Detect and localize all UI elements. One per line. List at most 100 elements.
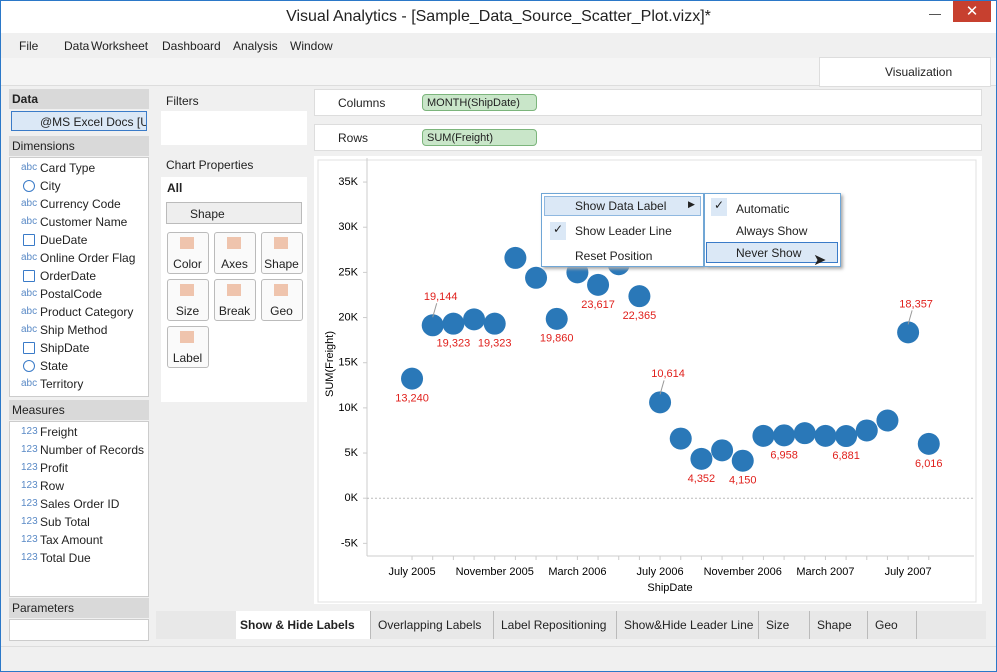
sheet-tab[interactable] [497, 611, 617, 639]
property-label[interactable]: Size [175, 304, 200, 318]
property-label[interactable]: Axes [221, 257, 248, 271]
menu-item[interactable]: Window [290, 39, 333, 53]
tab-label[interactable]: Show&Hide Leader Line [624, 618, 754, 632]
tab-label[interactable]: Overlapping Labels [378, 618, 482, 632]
close-button[interactable]: ✕ [953, 1, 991, 22]
tab-label[interactable]: Geo [875, 618, 898, 632]
shelf-pill[interactable]: SUM(Freight) [422, 129, 537, 146]
property-icon [180, 284, 194, 296]
section-header: Dimensions [9, 136, 149, 156]
shelf-pill[interactable]: MONTH(ShipDate) [422, 94, 537, 111]
list-box [9, 421, 149, 597]
field-name[interactable]: State [40, 359, 69, 373]
tab-label[interactable]: Size [766, 618, 790, 632]
field-icon [23, 234, 35, 246]
context-item[interactable]: Show Leader Line [575, 224, 672, 238]
field-icon [23, 360, 35, 372]
data-label: 6,881 [832, 450, 860, 462]
property-button[interactable] [214, 232, 256, 274]
data-point [814, 424, 837, 447]
context-item[interactable]: Never Show [736, 246, 802, 260]
filters-header: Filters [166, 94, 199, 108]
data-source[interactable]: @MS Excel Docs [U... [11, 111, 147, 131]
field-name[interactable]: Sub Total [40, 515, 90, 529]
shelf-name: Rows [338, 131, 369, 145]
data-label: 6,016 [915, 458, 943, 470]
context-item[interactable]: Always Show [736, 224, 808, 238]
panel-header: Data [9, 89, 149, 109]
context-item[interactable]: Show Data Label [575, 199, 667, 213]
property-icon [227, 237, 241, 249]
scope-label: All [167, 181, 183, 195]
field-name[interactable]: Number of Records [40, 443, 145, 457]
field-name[interactable]: Profit [40, 461, 69, 475]
data-label: 19,323 [437, 338, 471, 350]
field-icon: abc [21, 162, 38, 173]
property-label[interactable]: Break [218, 304, 251, 318]
data-label: 13,240 [395, 393, 429, 405]
menu-item[interactable]: Analysis [233, 39, 278, 53]
property-label[interactable]: Geo [270, 304, 293, 318]
shelf-name: Columns [338, 96, 386, 110]
tab-label[interactable]: Label Repositioning [501, 618, 607, 632]
context-item[interactable]: Reset Position [575, 249, 653, 263]
ribbon-tab-label[interactable]: Visualization [885, 65, 953, 79]
minimize-button[interactable] [929, 6, 941, 15]
data-label: 18,357 [899, 298, 933, 310]
field-name[interactable]: Territory [40, 377, 84, 391]
y-tick-label: 0K [345, 492, 359, 504]
field-name[interactable]: Customer Name [40, 215, 128, 229]
field-name[interactable]: Online Order Flag [40, 251, 136, 265]
data-panel: Data @MS Excel Docs [U... Dimensions abc Car… [9, 89, 149, 644]
context-item[interactable]: Automatic [736, 202, 790, 216]
field-name[interactable]: Card Type [40, 161, 96, 175]
field-name[interactable]: OrderDate [40, 269, 97, 283]
x-tick-label: July 2007 [885, 566, 932, 578]
props-header: Chart Properties [166, 158, 254, 172]
field-name[interactable]: PostalCode [40, 287, 103, 301]
field-name[interactable]: Currency Code [40, 197, 121, 211]
field-icon: abc [21, 198, 38, 209]
field-icon: abc [21, 288, 38, 299]
property-label[interactable]: Shape [264, 257, 299, 271]
title-bar [1, 1, 996, 33]
field-icon: abc [21, 306, 38, 317]
field-name[interactable]: Total Due [40, 551, 91, 565]
field-icon: 123 [21, 444, 38, 455]
property-label[interactable]: Color [173, 257, 202, 271]
sheet-tab[interactable] [813, 611, 868, 639]
field-name[interactable]: City [40, 179, 61, 193]
field-icon: abc [21, 252, 38, 263]
menu-item[interactable]: Data [64, 39, 90, 53]
mark-type-dropdown[interactable]: Shape [166, 202, 302, 224]
field-icon: 123 [21, 462, 38, 473]
tab-label[interactable]: Show & Hide Labels [240, 618, 355, 632]
field-name[interactable]: Product Category [40, 305, 134, 319]
shelf [314, 124, 982, 151]
field-name[interactable]: DueDate [40, 233, 88, 247]
data-point [545, 307, 568, 330]
field-name[interactable]: Freight [40, 425, 78, 439]
sheet-tab[interactable] [762, 611, 810, 639]
field-icon: abc [21, 216, 38, 227]
tab-label[interactable]: Shape [817, 618, 852, 632]
data-point [669, 427, 692, 450]
data-point [442, 312, 465, 335]
property-label[interactable]: Label [172, 351, 203, 365]
data-point [587, 273, 610, 296]
data-point [401, 367, 424, 390]
field-name[interactable]: Row [40, 479, 65, 493]
field-name[interactable]: Ship Method [40, 323, 108, 337]
field-name[interactable]: Sales Order ID [40, 497, 120, 511]
sheet-tab[interactable] [871, 611, 917, 639]
field-name[interactable]: ShipDate [40, 341, 90, 355]
sheet-tab[interactable] [374, 611, 494, 639]
menu-item[interactable]: Dashboard [162, 39, 221, 53]
field-name[interactable]: Tax Amount [40, 533, 103, 547]
menu-item[interactable]: File [19, 39, 39, 53]
ribbon-tab[interactable] [819, 57, 991, 87]
menu-item[interactable]: Worksheet [91, 39, 149, 53]
sheet-tab[interactable] [620, 611, 759, 639]
sheet-tab[interactable] [236, 611, 371, 639]
